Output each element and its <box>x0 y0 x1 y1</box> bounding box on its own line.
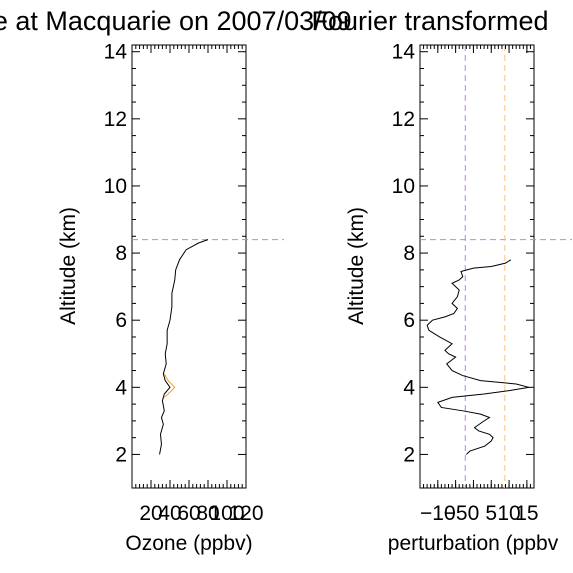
perturbation-x-tick-label: 5 <box>485 502 497 525</box>
ozone-x-tick-label: 40 <box>158 502 181 525</box>
perturbation-y-tick-label: 2 <box>403 443 415 466</box>
perturbation-x-tick-label: −10 <box>420 502 456 525</box>
ozone-y-tick-label: 10 <box>104 175 127 198</box>
perturbation-x-tick-label: 10 <box>497 502 520 525</box>
ozone-y-tick-label: 4 <box>115 376 127 399</box>
ozone-y-tick-label: 2 <box>115 443 127 466</box>
perturbation-y-tick-label: 6 <box>403 309 415 332</box>
perturbation-y-tick-label: 12 <box>392 108 415 131</box>
perturbation-chart-title: Fourier transformed <box>311 6 548 36</box>
ozone-x-tick-label: 80 <box>196 502 219 525</box>
ozone-series-line-0 <box>159 239 209 455</box>
ozone-x-tick-label: 120 <box>228 502 263 525</box>
perturbation-x-tick-label: 15 <box>515 502 538 525</box>
perturbation-x-axis-label: perturbation (ppbv <box>388 532 559 555</box>
perturbation-x-tick-label: −5 <box>444 502 468 525</box>
perturbation-y-tick-label: 4 <box>403 376 415 399</box>
ozone-y-axis-label: Altitude (km) <box>57 207 80 325</box>
ozone-x-tick-label: 100 <box>209 502 244 525</box>
ozone-series-line-1 <box>163 373 176 398</box>
perturbation-y-tick-label: 14 <box>392 41 416 64</box>
ozone-x-tick-label: 60 <box>177 502 200 525</box>
ozone-x-axis-label: Ozone (ppbv) <box>125 532 252 555</box>
ozone-y-tick-label: 14 <box>104 41 128 64</box>
perturbation-x-tick-label: 0 <box>468 502 480 525</box>
perturbation-series-line-0 <box>426 259 529 455</box>
perturbation-y-axis-label: Altitude (km) <box>345 207 368 325</box>
perturbation-y-tick-label: 8 <box>403 242 415 265</box>
ozone-y-tick-label: 8 <box>115 242 127 265</box>
ozone-y-tick-label: 6 <box>115 309 127 332</box>
ozone-x-tick-label: 20 <box>139 502 162 525</box>
ozone-y-tick-label: 12 <box>104 108 127 131</box>
ozone-chart-title: Ozone at Macquarie on 2007/03/09 <box>0 6 352 36</box>
perturbation-y-tick-label: 10 <box>392 175 415 198</box>
